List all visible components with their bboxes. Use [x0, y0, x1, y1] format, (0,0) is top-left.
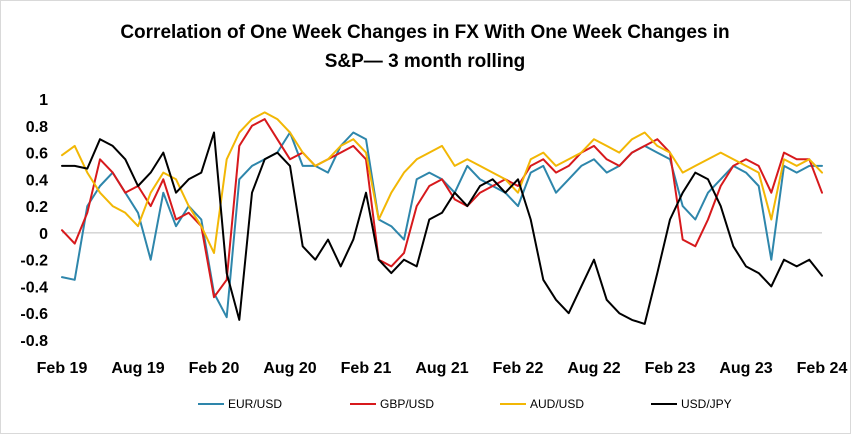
- series-layer: [61, 111, 823, 325]
- axis-layer: 1 0.8 0.6 0.4 0.2 0 -0.2 -0.4 -0.6 -0.8 Feb 19 Aug …: [20, 92, 847, 377]
- y-tick-label: -0.2: [20, 253, 48, 270]
- y-tick-label: 1: [39, 92, 48, 109]
- x-tick-label: Feb 23: [645, 360, 696, 377]
- y-tick-label: 0: [39, 226, 48, 243]
- y-tick-label: 0.2: [26, 199, 48, 216]
- legend-label: GBP/USD: [380, 397, 434, 411]
- legend-label: EUR/USD: [228, 397, 282, 411]
- chart-title: Correlation of One Week Changes in FX Wi…: [120, 22, 729, 43]
- y-tick-label: -0.6: [20, 306, 48, 323]
- x-tick-label: Aug 23: [719, 360, 772, 377]
- x-tick-label: Feb 24: [797, 360, 848, 377]
- x-tick-label: Feb 21: [341, 360, 392, 377]
- x-tick-label: Aug 19: [111, 360, 164, 377]
- chart-subtitle: S&P— 3 month rolling: [325, 51, 526, 72]
- series-line-aud-usd: [61, 111, 823, 254]
- y-tick-label: 0.8: [26, 119, 48, 136]
- series-line-gbp-usd: [61, 118, 823, 299]
- y-tick-label: 0.6: [26, 146, 48, 163]
- legend-label: USD/JPY: [681, 397, 732, 411]
- y-tick-label: -0.8: [20, 333, 48, 350]
- y-tick-label: -0.4: [20, 279, 48, 296]
- x-tick-label: Aug 22: [567, 360, 620, 377]
- x-tick-label: Feb 20: [189, 360, 240, 377]
- legend-label: AUD/USD: [530, 397, 584, 411]
- series-line-usd-jpy: [61, 131, 823, 325]
- y-tick-label: 0.4: [26, 172, 48, 189]
- x-tick-label: Aug 21: [415, 360, 468, 377]
- x-tick-label: Aug 20: [263, 360, 316, 377]
- x-tick-label: Feb 22: [493, 360, 544, 377]
- x-tick-label: Feb 19: [37, 360, 88, 377]
- legend: EUR/USD GBP/USD AUD/USD USD/JPY: [198, 397, 732, 411]
